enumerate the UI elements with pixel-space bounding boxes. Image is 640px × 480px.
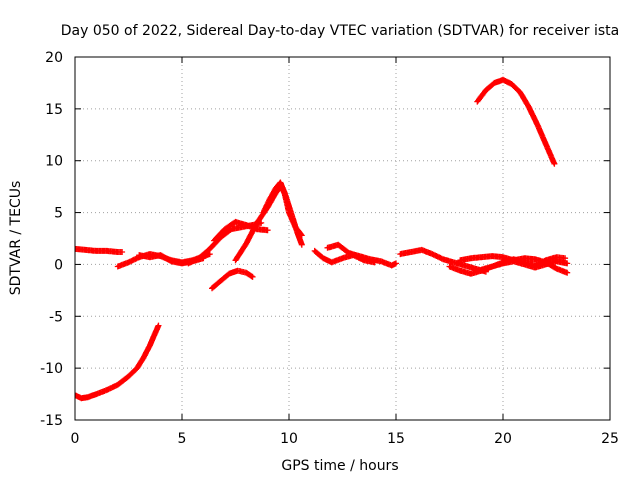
series-arc-mid-c [397,246,489,275]
x-tick-label: 0 [71,431,80,447]
series-arc-evening-peak [474,76,558,167]
y-tick-label: 10 [45,154,63,170]
chart-title: Day 050 of 2022, Sidereal Day-to-day VTE… [61,23,619,39]
y-tick-label: 0 [54,257,63,273]
data-point-markers [209,267,256,292]
series-arc-evening-c [478,254,569,273]
x-tick-label: 25 [601,431,619,447]
y-tick-label: -5 [49,309,63,325]
series-arc-morning-zero [75,245,126,255]
plot-frame [74,56,611,421]
x-tick-label: 5 [178,431,187,447]
y-tick-label: -10 [40,361,63,377]
series-arc-peak [260,179,305,248]
ticks: 0 5 10 15 20 25 -15 -10 -5 0 5 10 15 20 [40,50,619,447]
series-arc-small-neg [209,267,256,292]
y-tick-label: 20 [45,50,63,66]
series-arc-neg-morning [75,322,162,402]
y-tick-label: 5 [54,206,63,222]
data-point-markers [474,76,558,167]
data-point-markers [478,254,569,273]
data-points [75,76,571,402]
x-axis-label: GPS time / hours [281,458,398,474]
data-point-markers [260,179,305,248]
x-tick-label: 20 [494,431,512,447]
y-axis-label: SDTVAR / TECUs [8,181,24,296]
data-point-markers [324,241,399,269]
data-point-markers [75,245,126,255]
data-point-markers [397,246,489,275]
x-tick-label: 10 [280,431,298,447]
grid [75,57,610,420]
y-tick-label: -15 [40,413,63,429]
x-tick-label: 15 [387,431,405,447]
data-point-markers [75,322,162,402]
y-tick-label: 15 [45,102,63,118]
series-arc-mid-b [324,241,399,269]
